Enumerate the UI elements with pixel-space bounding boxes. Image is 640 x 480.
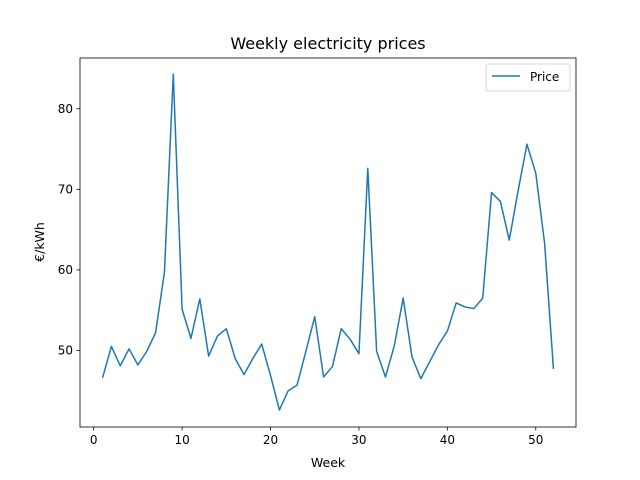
x-tick-label: 20 (263, 433, 278, 447)
x-tick-label: 30 (351, 433, 366, 447)
x-tick-label: 0 (90, 433, 98, 447)
series-line-price (101, 73, 555, 411)
y-tick-label: 60 (58, 263, 73, 277)
x-axis: 0 10 20 30 40 50 (90, 427, 543, 447)
legend: Price (485, 63, 571, 92)
y-tick-label: 50 (58, 343, 73, 357)
y-axis-label: €/kWh (32, 222, 47, 262)
plot-area (79, 57, 577, 428)
x-tick-label: 40 (440, 433, 455, 447)
legend-label-price: Price (530, 70, 559, 84)
y-tick-label: 80 (58, 102, 73, 116)
x-tick-label: 50 (528, 433, 543, 447)
x-axis-label: Week (311, 455, 346, 470)
y-axis: 50 60 70 80 (58, 102, 80, 357)
chart-title: Weekly electricity prices (230, 34, 425, 53)
legend-box (485, 63, 571, 92)
x-tick-label: 10 (174, 433, 189, 447)
y-tick-label: 70 (58, 182, 73, 196)
